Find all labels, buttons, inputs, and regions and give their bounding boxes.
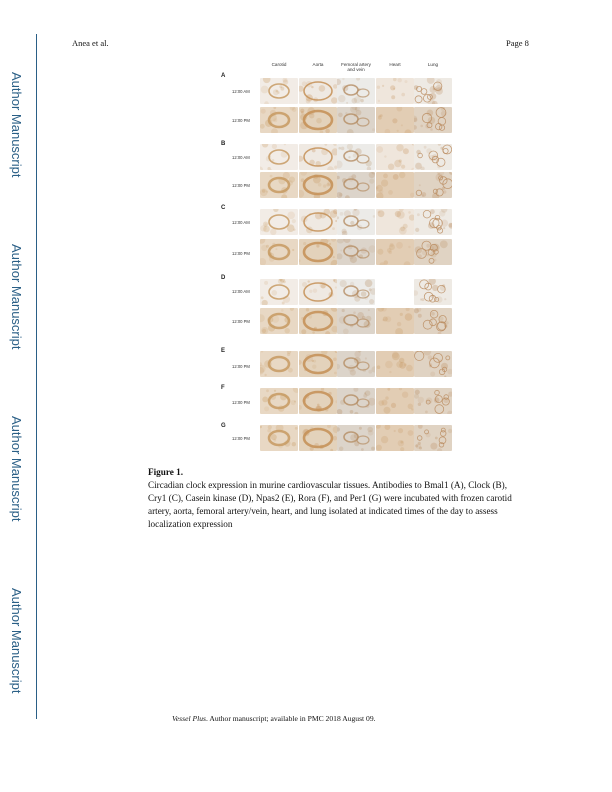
- panel-letter-g: G: [221, 423, 226, 429]
- sidebar-rule: [36, 34, 37, 719]
- panel-letter-b: B: [221, 141, 226, 147]
- micrograph-lung: [414, 308, 452, 334]
- micrograph-carotid: [260, 78, 298, 104]
- column-header-heart: Heart: [389, 62, 401, 67]
- running-head-author: Anea et al.: [72, 38, 109, 48]
- row-label: 12:00 PM: [232, 436, 250, 441]
- row-label: 12:00 PM: [232, 118, 250, 123]
- panel-letter-f: F: [221, 385, 225, 391]
- micrograph-femoral: [337, 107, 375, 133]
- row-label: 12:00 AM: [232, 89, 250, 94]
- micrograph-heart: [376, 351, 414, 377]
- sidebar-label: Author Manuscript: [9, 416, 24, 522]
- micrograph-carotid: [260, 209, 298, 235]
- micrograph-lung: [414, 239, 452, 265]
- micrograph-femoral: [337, 144, 375, 170]
- micrograph-carotid: [260, 107, 298, 133]
- micrograph-femoral: [337, 308, 375, 334]
- micrograph-heart: [376, 279, 414, 305]
- column-header-aorta: Aorta: [312, 62, 324, 67]
- row-label: 12:00 PM: [232, 251, 250, 256]
- figure-image: Carotid Aorta Femoral artery and vein He…: [220, 58, 452, 458]
- micrograph-carotid: [260, 308, 298, 334]
- micrograph-carotid: [260, 144, 298, 170]
- micrograph-lung: [414, 388, 452, 414]
- micrograph-lung: [414, 209, 452, 235]
- micrograph-femoral: [337, 172, 375, 198]
- micrograph-femoral: [337, 388, 375, 414]
- micrograph-lung: [414, 425, 452, 451]
- row-label: 12:00 PM: [232, 400, 250, 405]
- micrograph-heart: [376, 172, 414, 198]
- micrograph-carotid: [260, 279, 298, 305]
- micrograph-lung: [414, 144, 452, 170]
- panel-letter-c: C: [221, 205, 226, 211]
- footer-text: . Author manuscript; available in PMC 20…: [205, 714, 376, 723]
- micrograph-femoral: [337, 239, 375, 265]
- panel-letter-e: E: [221, 348, 226, 354]
- micrograph-aorta: [299, 279, 337, 305]
- micrograph-femoral: [337, 351, 375, 377]
- running-head-page: Page 8: [506, 38, 529, 48]
- row-label: 12:00 PM: [232, 319, 250, 324]
- micrograph-aorta: [299, 172, 337, 198]
- micrograph-aorta: [299, 351, 337, 377]
- figure-caption-label: Figure 1.: [148, 467, 184, 477]
- row-label: 12:00 AM: [232, 289, 250, 294]
- micrograph-aorta: [299, 388, 337, 414]
- page-footer: Vessel Plus. Author manuscript; availabl…: [172, 714, 376, 723]
- panel-letter-d: D: [221, 275, 226, 281]
- micrograph-carotid: [260, 239, 298, 265]
- micrograph-heart: [376, 388, 414, 414]
- sidebar-label: Author Manuscript: [9, 72, 24, 178]
- micrograph-aorta: [299, 425, 337, 451]
- micrograph-aorta: [299, 78, 337, 104]
- micrograph-heart: [376, 107, 414, 133]
- figure-caption: Figure 1. Circadian clock expression in …: [148, 466, 524, 531]
- column-header-carotid: Carotid: [271, 62, 287, 67]
- micrograph-aorta: [299, 144, 337, 170]
- micrograph-lung: [414, 172, 452, 198]
- micrograph-femoral: [337, 209, 375, 235]
- micrograph-heart: [376, 209, 414, 235]
- row-label: 12:00 AM: [232, 155, 250, 160]
- micrograph-carotid: [260, 172, 298, 198]
- micrograph-lung: [414, 351, 452, 377]
- column-header-lung: Lung: [427, 62, 439, 67]
- micrograph-aorta: [299, 308, 337, 334]
- sidebar-label: Author Manuscript: [9, 244, 24, 350]
- row-label: 12:00 PM: [232, 364, 250, 369]
- sidebar-label: Author Manuscript: [9, 588, 24, 694]
- figure-caption-text: Circadian clock expression in murine car…: [148, 480, 512, 529]
- footer-journal: Vessel Plus: [172, 714, 206, 723]
- panel-letter-a: A: [221, 73, 226, 79]
- micrograph-heart: [376, 425, 414, 451]
- micrograph-femoral: [337, 78, 375, 104]
- micrograph-carotid: [260, 388, 298, 414]
- micrograph-heart: [376, 144, 414, 170]
- micrograph-femoral: [337, 279, 375, 305]
- row-label: 12:00 AM: [232, 220, 250, 225]
- micrograph-heart: [376, 239, 414, 265]
- row-label: 12:00 PM: [232, 183, 250, 188]
- micrograph-lung: [414, 107, 452, 133]
- micrograph-heart: [376, 78, 414, 104]
- micrograph-aorta: [299, 239, 337, 265]
- micrograph-lung: [414, 78, 452, 104]
- micrograph-femoral: [337, 425, 375, 451]
- column-header-femoral: Femoral artery and vein: [341, 62, 371, 72]
- micrograph-carotid: [260, 425, 298, 451]
- micrograph-aorta: [299, 209, 337, 235]
- micrograph-lung: [414, 279, 452, 305]
- micrograph-heart: [376, 308, 414, 334]
- micrograph-aorta: [299, 107, 337, 133]
- micrograph-carotid: [260, 351, 298, 377]
